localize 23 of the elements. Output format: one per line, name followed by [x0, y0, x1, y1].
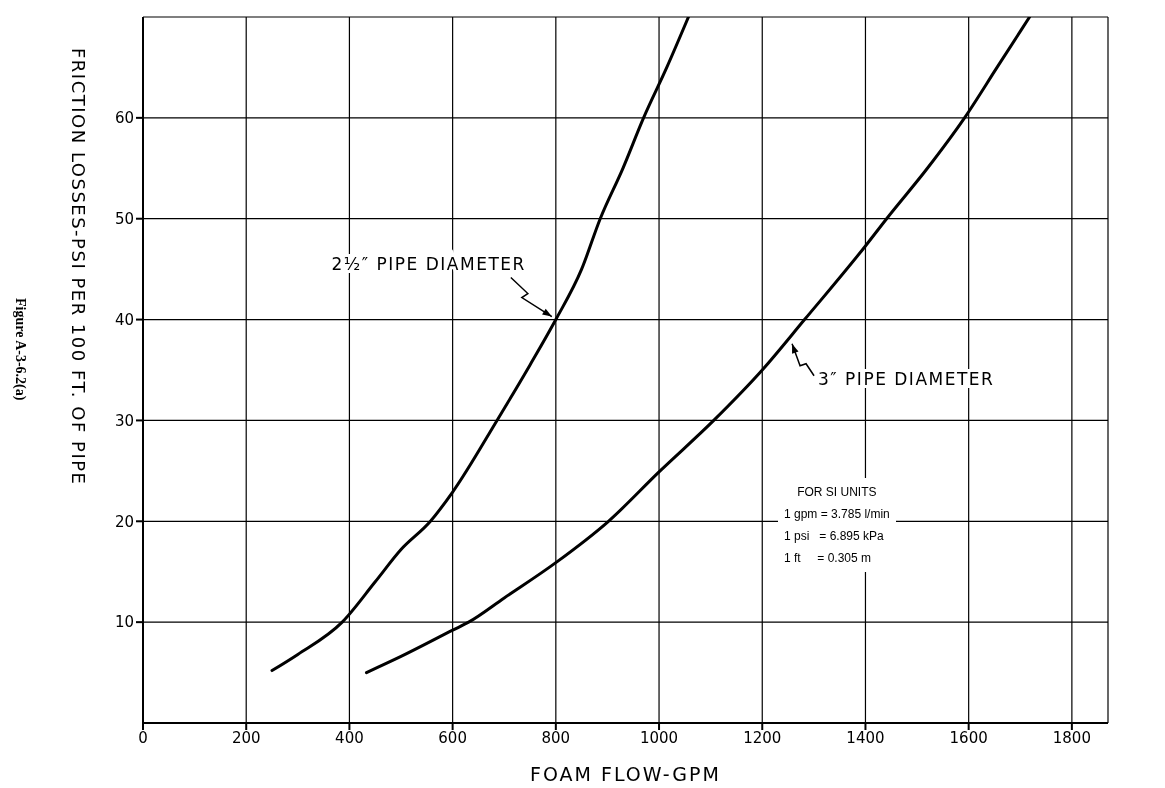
x-tick-label: 1200 [743, 728, 782, 747]
x-tick-label: 1600 [949, 728, 988, 747]
y-axis-title: FRICTION LOSSES-PSI PER 100 FT. OF PIPE [68, 48, 89, 488]
x-tick-label: 1800 [1052, 728, 1091, 747]
x-tick-label: 400 [335, 728, 364, 747]
x-tick-label: 200 [231, 728, 261, 747]
x-tick-label: 1000 [639, 728, 679, 747]
x-axis-title: FOAM FLOW-GPM [530, 763, 721, 785]
y-tick-label: 40 [114, 310, 134, 329]
x-tick-label: 600 [438, 728, 467, 747]
annotation: 1 ft = 0.305 m [784, 550, 873, 567]
x-tick-label: 0 [138, 728, 148, 747]
y-tick-label: 10 [114, 613, 134, 632]
text: Figure A-3-6.2(a) [12, 298, 28, 401]
annotation: FOR SI UNITS [796, 484, 878, 501]
y-tick-label: 20 [114, 512, 134, 531]
y-tick-label: 60 [114, 109, 134, 128]
x-tick-label: 1400 [846, 728, 885, 747]
annotation: 1 psi = 6.895 kPa [784, 528, 885, 545]
x-tick-label: 800 [541, 728, 571, 747]
y-tick-label: 30 [114, 411, 134, 430]
annotation: 1 gpm = 3.785 l/min [784, 506, 890, 523]
y-tick-label: 50 [114, 210, 134, 229]
